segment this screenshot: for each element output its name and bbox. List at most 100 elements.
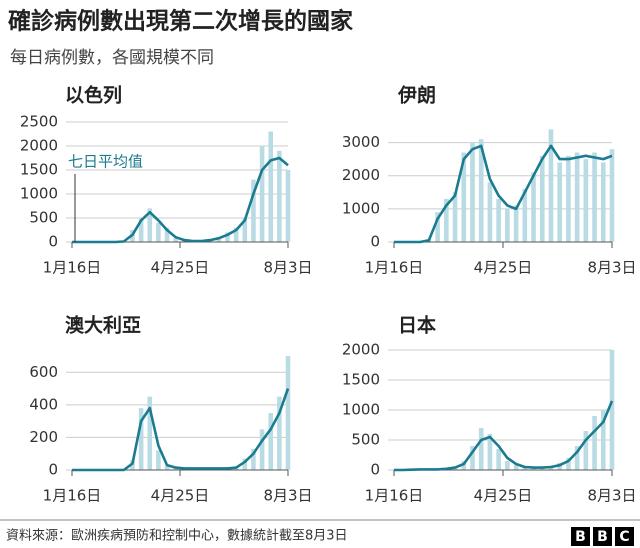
bar [531,172,536,242]
average-line [72,156,289,244]
y-tick-label: 1500 [342,371,380,389]
y-tick-label: 500 [351,431,380,449]
bar [242,218,248,242]
bar [461,461,467,470]
logo-box [615,527,634,546]
bar [600,410,606,470]
bar [277,150,282,242]
average-line [394,400,614,472]
y-tick-label: 0 [370,233,380,251]
bar [609,149,615,242]
bar [259,146,265,242]
bar [285,356,291,470]
bar [548,129,554,242]
bar [600,162,606,242]
bar [242,458,248,470]
page-subtitle: 每日病例數，各國規模不同 [10,48,214,68]
panel-title: 澳大利亞 [65,314,141,337]
bar [233,227,239,242]
logo: B B C [571,527,634,546]
bar [147,208,153,242]
bar [268,131,274,242]
bar [557,162,562,242]
y-tick-label: 2000 [342,341,380,359]
bar [452,192,458,242]
bar [268,413,274,470]
panel-title: 以色列 [65,84,122,107]
y-tick-label: 1000 [342,401,380,419]
panel-title: 伊朗 [397,84,436,107]
x-tick-label: 4月25日 [474,487,533,505]
bar [609,350,615,470]
bar [505,208,510,242]
bar [444,198,449,242]
logo-letter: C [619,529,629,545]
y-tick-label: 2000 [20,137,58,155]
bar [505,461,510,470]
bar [156,450,161,470]
x-tick-label: 8月3日 [587,487,636,505]
bar [487,182,493,242]
bar [470,142,475,242]
x-tick-label: 4月25日 [151,487,210,505]
bar [583,159,589,242]
x-tick-label: 1月16日 [365,487,424,505]
average-line [72,388,290,472]
y-tick-label: 0 [48,461,58,479]
bar [522,467,528,470]
x-tick-label: 8月3日 [263,487,312,505]
x-tick-label: 1月16日 [365,259,424,277]
bar [470,446,475,470]
bar [461,152,467,242]
logo-letter: B [575,529,586,545]
bar [435,212,440,242]
bar [574,152,580,242]
bar [574,446,580,470]
x-tick-label: 8月3日 [587,259,636,277]
source: 資料來源：歐洲疾病預防和控制中心，數據統計截至8月3日 [6,528,348,544]
bar [259,429,265,470]
x-tick-label: 1月16日 [43,487,102,505]
bar [277,396,282,470]
bar [592,416,597,470]
bar [478,428,484,470]
bar [566,458,571,470]
bar [164,465,170,470]
y-tick-label: 400 [29,395,58,413]
logo-box [571,527,590,546]
bar [539,155,545,242]
y-tick-label: 200 [29,428,58,446]
bar [496,198,501,242]
bar [566,155,571,242]
x-tick-label: 1月16日 [43,259,102,277]
bar [522,188,528,242]
bar [147,396,153,470]
y-tick-label: 2500 [20,113,58,131]
bar [138,218,144,242]
bar [173,238,178,242]
y-tick-label: 1500 [20,161,58,179]
bar [251,448,256,470]
y-tick-label: 2000 [342,166,380,184]
bar [478,139,484,242]
y-tick-label: 3000 [342,133,380,151]
y-tick-label: 1000 [20,185,58,203]
bar [592,152,597,242]
bar [156,222,161,242]
logo-letter: B [597,529,608,545]
annotation: 七日平均值 [68,153,143,171]
bar [216,237,222,242]
bar [225,232,230,242]
bar [138,408,144,470]
page-title: 確診病例數出現第二次增長的國家 [8,8,353,35]
bar [496,449,501,470]
y-tick-label: 1000 [342,199,380,217]
panel-title: 日本 [398,314,436,337]
bar [513,205,519,242]
bar [583,431,589,470]
average-line [394,144,613,244]
x-tick-label: 4月25日 [474,259,533,277]
bar [285,170,291,242]
bar [487,434,493,470]
